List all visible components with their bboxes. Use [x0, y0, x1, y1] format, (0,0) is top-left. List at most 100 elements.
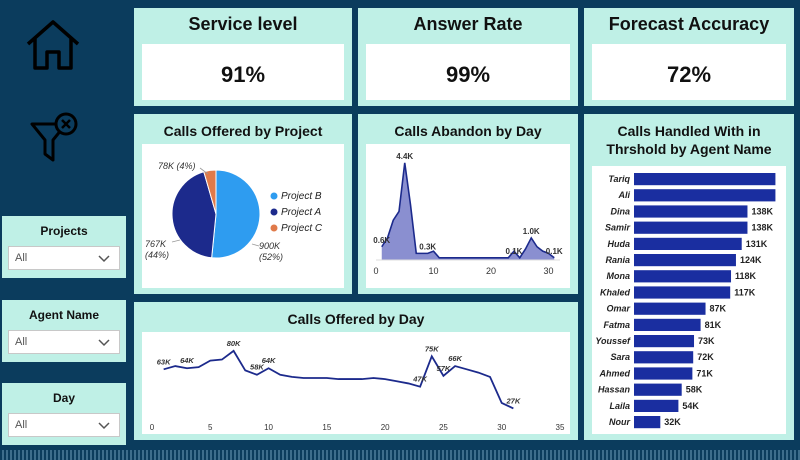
x-tick-label: 15 — [322, 423, 331, 432]
bar-category-label: Fatma — [603, 320, 630, 330]
kpi-answer-rate: Answer Rate 99% — [358, 8, 578, 106]
bar-data-label: 32K — [664, 417, 681, 427]
bar-chart: Tariq Ali Dina 138K Samir 138K Huda 131K Rania 12… — [595, 173, 776, 429]
area-data-label: 1.0K — [523, 227, 540, 236]
day-dropdown[interactable]: All — [8, 413, 120, 437]
bar-data-label: 118K — [735, 271, 757, 281]
x-tick-label: 20 — [381, 423, 390, 432]
area-chart: 0 10 20 30 0.6K 4.4K 0.3K 0.1K 1.0K 0.1K — [373, 152, 563, 276]
bar-khaled — [634, 286, 731, 299]
pie-slice-project-a — [171, 171, 217, 259]
bar-omar — [634, 302, 706, 315]
bar-ahmed — [634, 367, 693, 380]
pie-data-label: 900K — [259, 241, 281, 251]
bar-category-label: Samir — [605, 223, 631, 233]
bar-data-label: 58K — [686, 385, 703, 395]
kpi-service-level: Service level 91% — [134, 8, 352, 106]
x-tick-label: 10 — [428, 266, 438, 276]
chart-title: Calls Offered by Project — [163, 123, 323, 139]
bar-category-label: Ahmed — [598, 368, 630, 378]
projects-slicer: Projects All — [2, 216, 126, 278]
legend-label: Project C — [281, 223, 323, 234]
projects-dropdown-value: All — [15, 252, 28, 264]
clear-filter-icon[interactable] — [28, 110, 82, 166]
bar-youssef — [634, 335, 695, 348]
agent-name-slicer: Agent Name All — [2, 300, 126, 362]
bar-samir — [634, 221, 748, 234]
bar-data-label: 131K — [746, 239, 768, 249]
x-tick-label: 25 — [439, 423, 448, 432]
line-series — [163, 349, 514, 410]
bar-rania — [634, 254, 736, 267]
bar-category-label: Omar — [606, 304, 630, 314]
pie-data-label: 767K — [145, 239, 167, 249]
kpi-value: 91% — [220, 62, 266, 87]
bar-sara — [634, 351, 694, 364]
kpi-title: Forecast Accuracy — [608, 14, 770, 34]
bar-hassan — [634, 383, 682, 396]
legend-marker — [270, 208, 278, 216]
bar-laila — [634, 399, 679, 412]
pie-leader-line — [199, 167, 209, 175]
line-data-label: 27K — [505, 396, 520, 405]
chart-title: Calls Handled With in Thrshold by Agent … — [606, 123, 772, 157]
bar-category-label: Khaled — [600, 287, 631, 297]
bar-nour — [634, 416, 661, 429]
area-data-label: 0.6K — [373, 236, 390, 245]
x-tick-label: 0 — [150, 423, 155, 432]
kpi-title: Answer Rate — [413, 14, 523, 34]
x-tick-label: 0 — [373, 266, 378, 276]
line-data-label: 64K — [262, 356, 276, 365]
pie-slice-project-b — [211, 169, 261, 259]
kpi-forecast-accuracy: Forecast Accuracy 72% — [584, 8, 794, 106]
x-tick-label: 20 — [486, 266, 496, 276]
projects-dropdown[interactable]: All — [8, 246, 120, 270]
legend-label: Project A — [281, 207, 322, 218]
bar-category-label: Nour — [609, 417, 630, 427]
calls-handled-by-agent-card: Calls Handled With in Thrshold by Agent … — [584, 114, 794, 440]
pie-data-label: 78K (4%) — [158, 161, 196, 171]
bar-data-label: 54K — [682, 401, 699, 411]
agent-name-dropdown-value: All — [15, 336, 28, 348]
chevron-down-icon — [98, 255, 110, 263]
bar-category-label: Rania — [605, 255, 630, 265]
chart-title: Calls Offered by Day — [287, 311, 425, 327]
calls-abandon-by-day-card: Calls Abandon by Day 0 10 20 30 0.6K 4.4K 0.3K… — [358, 114, 578, 294]
bar-category-label: Youssef — [595, 336, 631, 346]
day-slicer: Day All — [2, 383, 126, 445]
day-dropdown-value: All — [15, 419, 28, 431]
area-line — [381, 162, 555, 260]
bar-tariq — [634, 173, 776, 186]
line-data-label: 58K — [250, 363, 264, 372]
pie-data-label-pct: (44%) — [145, 250, 169, 260]
line-data-label: 47K — [412, 375, 427, 384]
pie-data-label-pct: (52%) — [259, 252, 283, 262]
kpi-value: 72% — [666, 62, 712, 87]
line-data-label: 64K — [180, 356, 194, 365]
legend-label: Project B — [281, 191, 322, 202]
bar-data-label: 124K — [740, 255, 762, 265]
agent-name-slicer-label: Agent Name — [28, 308, 99, 322]
bar-category-label: Ali — [617, 190, 630, 200]
bar-category-label: Huda — [608, 239, 631, 249]
bar-data-label: 117K — [734, 287, 756, 297]
chevron-down-icon — [98, 422, 110, 430]
legend-marker — [270, 192, 278, 200]
bar-dina — [634, 205, 748, 218]
bar-category-label: Laila — [609, 401, 630, 411]
projects-slicer-label: Projects — [40, 224, 88, 238]
line-data-label: 66K — [448, 354, 462, 363]
bar-data-label: 87K — [710, 304, 727, 314]
pie-leader-line — [171, 239, 181, 243]
calls-offered-by-day-card: Calls Offered by Day 0 5 10 15 20 25 30 35 63K 64… — [134, 302, 578, 440]
area-data-label: 0.3K — [419, 242, 436, 251]
bar-data-label: 71K — [696, 368, 713, 378]
home-icon[interactable] — [24, 18, 82, 72]
pie-slice-project-c — [203, 169, 217, 215]
area-fill — [381, 162, 555, 260]
bottom-strip — [0, 450, 800, 460]
agent-name-dropdown[interactable]: All — [8, 330, 120, 354]
line-data-label: 75K — [425, 344, 439, 353]
day-slicer-label: Day — [52, 391, 75, 405]
